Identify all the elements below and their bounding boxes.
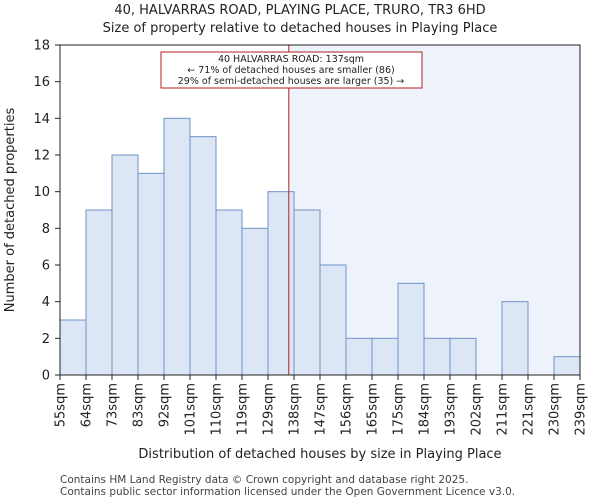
footer-line-1: Contains HM Land Registry data © Crown c… [60, 474, 468, 486]
y-tick-label: 14 [33, 112, 50, 127]
bar-92sqm [163, 117, 191, 376]
footer-line-2: Contains public sector information licen… [60, 486, 515, 498]
y-tick-label: 0 [42, 369, 50, 384]
x-tick-label: 184sqm [418, 383, 433, 436]
annotation-line-1: 40 HALVARRAS ROAD: 137sqm [218, 54, 364, 65]
x-tick-label: 138sqm [288, 383, 303, 436]
x-tick-label: 110sqm [210, 383, 225, 436]
x-tick-label: 147sqm [314, 383, 329, 436]
annotation-frame [160, 51, 423, 89]
bar-55sqm [59, 319, 87, 376]
y-tick-label: 8 [42, 222, 50, 237]
x-tick-label: 101sqm [184, 383, 199, 436]
x-axis-label: Distribution of detached houses by size … [138, 447, 501, 462]
bar-147sqm [319, 264, 347, 376]
y-tick-label: 6 [42, 259, 50, 274]
annotation-box: 40 HALVARRAS ROAD: 137sqm ← 71% of detac… [160, 51, 423, 89]
x-tick-label: 202sqm [470, 383, 485, 436]
x-tick-label: 165sqm [366, 383, 381, 436]
bar-83sqm [137, 172, 165, 376]
bar-110sqm [215, 209, 243, 376]
y-axis-ticks: 0 2 4 6 8 10 12 14 16 18 [33, 39, 60, 384]
bar-156sqm [345, 337, 373, 376]
x-tick-label: 119sqm [236, 383, 251, 436]
annotation-line-3: 29% of semi-detached houses are larger (… [178, 76, 405, 87]
bar-101sqm [189, 136, 217, 376]
bar-230sqm [553, 356, 581, 376]
x-tick-label: 55sqm [54, 383, 69, 427]
bar-211sqm [501, 301, 529, 376]
chart-title: 40, HALVARRAS ROAD, PLAYING PLACE, TRURO… [114, 3, 485, 18]
y-tick-label: 16 [33, 75, 50, 90]
bar-184sqm [423, 337, 451, 376]
bar-193sqm [449, 337, 477, 376]
bar-175sqm [397, 282, 425, 376]
chart-subtitle: Size of property relative to detached ho… [103, 21, 498, 36]
bar-73sqm [111, 154, 139, 376]
bars-group [59, 117, 581, 376]
x-tick-label: 92sqm [158, 383, 173, 427]
y-axis-label: Number of detached properties [3, 108, 18, 313]
plot-frame [59, 44, 581, 376]
y-tick-label: 2 [42, 332, 50, 347]
x-tick-label: 129sqm [262, 383, 277, 436]
x-axis-ticks: 55sqm 64sqm 73sqm 83sqm 92sqm 101sqm 110sqm 119… [54, 375, 589, 436]
x-tick-label: 239sqm [574, 383, 589, 436]
x-tick-label: 193sqm [444, 383, 459, 436]
bar-165sqm [371, 337, 399, 376]
y-tick-label: 18 [33, 39, 50, 54]
bar-129sqm [267, 191, 295, 376]
x-tick-label: 221sqm [522, 383, 537, 436]
bar-119sqm [241, 227, 269, 376]
x-tick-label: 230sqm [548, 383, 563, 436]
bar-64sqm [85, 209, 113, 376]
x-tick-label: 83sqm [132, 383, 147, 427]
y-tick-label: 4 [42, 295, 50, 310]
x-tick-label: 175sqm [392, 383, 407, 436]
y-tick-label: 10 [33, 185, 50, 200]
y-tick-label: 12 [33, 149, 50, 164]
x-tick-label: 156sqm [340, 383, 355, 436]
x-tick-label: 211sqm [496, 383, 511, 436]
x-tick-label: 73sqm [106, 383, 121, 427]
annotation-line-2: ← 71% of detached houses are smaller (86… [187, 65, 394, 76]
x-tick-label: 64sqm [80, 383, 95, 427]
bar-138sqm [293, 209, 321, 376]
